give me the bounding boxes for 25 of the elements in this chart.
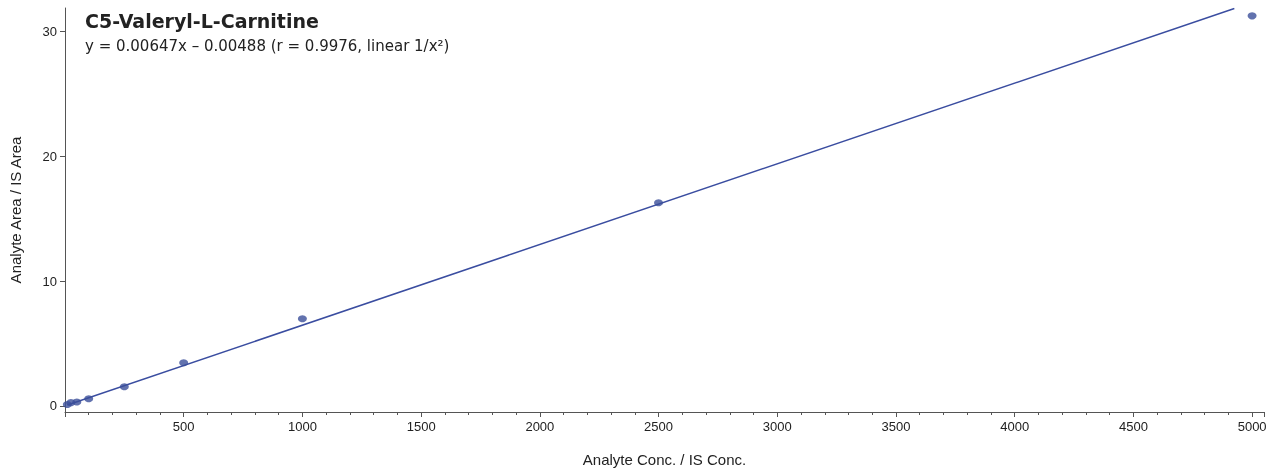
point: [654, 199, 664, 207]
x-tick-label: 2000: [525, 419, 555, 434]
point: [72, 398, 82, 406]
text: y = 0.00647x – 0.00488 (r = 0.9976, linear 1/x²): [85, 36, 450, 55]
point: [84, 395, 94, 403]
y-tick-label: 10: [42, 273, 57, 289]
x-tick-label: 1000: [287, 419, 317, 434]
point: [1247, 12, 1257, 20]
point: [119, 383, 129, 391]
x-tick-label: 5000: [1237, 419, 1267, 434]
y-axis-title: Analyte Area / IS Area: [7, 135, 24, 284]
x-axis-title: Analyte Conc. / IS Conc.: [582, 451, 747, 468]
x-tick-label: 2500: [644, 419, 674, 434]
point: [179, 359, 189, 367]
y-tick-label: 0: [49, 398, 57, 414]
x-tick-label: 3500: [881, 419, 911, 434]
x-tick-label: 1500: [406, 419, 436, 434]
x-tick-label: 500: [172, 419, 195, 434]
y-tick-label: 20: [42, 148, 57, 164]
x-tick-label: 3000: [762, 419, 792, 434]
x-tick-label: 4500: [1118, 419, 1148, 434]
point: [297, 315, 307, 323]
y-tick-label: 30: [42, 24, 57, 40]
x-tick-label: 4000: [1000, 419, 1030, 434]
chart-title: C5-Valeryl-L-Carnitine: [85, 9, 319, 32]
